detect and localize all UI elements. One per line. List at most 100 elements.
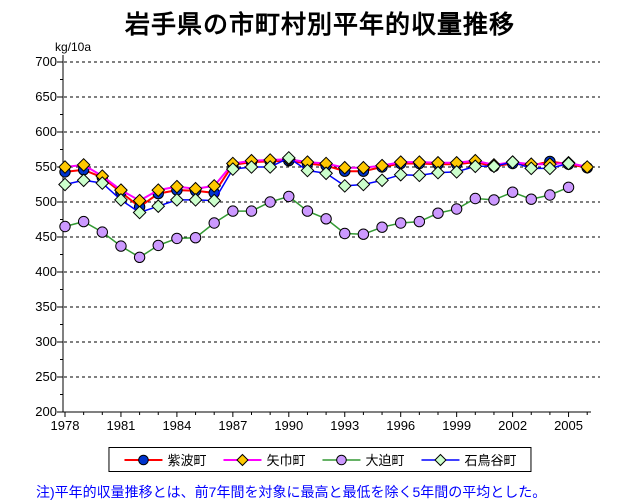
data-point-marker [132,205,147,220]
data-point-marker [264,196,276,208]
data-point-marker [281,150,296,165]
y-axis-unit-label: kg/10a [55,40,92,54]
legend-key-icon [322,454,361,465]
x-tick-label: 2005 [554,418,583,433]
data-point-marker [544,189,556,201]
data-point-marker [337,178,352,193]
data-point-marker [357,228,370,240]
data-point-marker [225,162,240,177]
x-tick-label: 1981 [106,418,135,433]
x-tick-label: 1993 [330,418,359,433]
data-point-marker [96,226,109,238]
data-point-marker [114,192,128,207]
data-point-marker [301,205,314,217]
data-point-marker [208,217,220,229]
data-point-marker [58,160,72,174]
data-point-marker [115,240,127,252]
y-tick-label: 500 [35,194,57,209]
data-point-marker [263,160,278,174]
data-point-marker [375,158,389,173]
data-point-marker [245,205,258,217]
data-point-marker [77,215,90,228]
data-point-marker [59,220,71,233]
data-point-marker [375,173,389,188]
data-point-marker [505,155,520,170]
y-tick-label: 300 [35,334,57,349]
y-tick-label: 350 [35,299,57,314]
series-line-2 [64,186,569,259]
x-tick-label: 1990 [274,418,303,433]
data-point-marker [356,160,371,175]
legend: 紫波町 矢巾町 大迫町 石鳥谷町 [108,447,532,472]
series-line-3 [64,157,569,214]
legend-item-0: 紫波町 [123,450,206,469]
data-point-marker [207,193,222,208]
data-point-marker [412,168,427,183]
data-point-marker [95,176,110,191]
data-point-marker [339,227,351,240]
x-tick-label: 1987 [218,418,247,433]
legend-item-3: 石鳥谷町 [421,450,517,469]
data-point-marker [337,160,352,175]
data-point-marker [431,165,445,180]
data-point-marker [449,164,464,179]
data-point-marker [171,232,183,245]
data-point-marker [151,199,166,214]
data-point-marker [189,232,202,244]
data-point-marker [413,215,426,228]
data-point-marker [188,192,203,207]
y-tick-label: 600 [35,124,57,139]
y-tick-label: 550 [35,159,57,174]
data-point-marker [506,186,519,198]
x-tick-label: 1999 [442,418,471,433]
footnote: 注)平年的収量推移とは、前7年間を対象に最高と最低を除く5年間の平均とした。 [36,484,547,500]
data-point-marker [395,217,407,229]
legend-marker [236,453,249,466]
legend-marker [434,453,447,466]
data-point-marker [244,160,259,174]
legend-key-icon [421,453,460,466]
data-point-marker [562,181,575,194]
y-tick-label: 250 [35,369,57,384]
data-point-marker [432,207,444,219]
data-point-marker [580,160,595,174]
data-point-marker [283,190,295,203]
legend-label: 大迫町 [365,453,405,468]
x-tick-label: 2002 [498,418,527,433]
legend-marker [138,454,149,465]
y-tick-label: 400 [35,264,57,279]
x-tick-label: 1996 [386,418,415,433]
x-tick-label: 1978 [51,418,80,433]
data-point-marker [487,159,501,174]
data-point-marker [488,194,500,206]
data-point-marker [376,221,388,233]
data-point-marker [450,203,463,215]
data-point-marker [469,192,481,205]
legend-label: 紫波町 [167,453,207,468]
data-point-marker [525,193,537,205]
data-point-marker [356,177,371,192]
data-point-marker [76,157,91,172]
data-point-marker [300,163,315,178]
data-point-marker [169,192,184,207]
data-point-marker [412,155,427,170]
data-point-marker [207,178,222,193]
legend-label: 矢巾町 [266,453,306,468]
y-tick-label: 200 [35,404,57,419]
data-point-marker [58,177,72,192]
y-tick-label: 450 [35,229,57,244]
data-point-marker [393,167,408,182]
legend-label: 石鳥谷町 [464,453,517,468]
legend-key-icon [223,453,262,466]
data-point-marker [320,213,332,225]
data-point-marker [319,166,334,181]
line-chart-canvas: 200 250 300 350 400 450 500 550 600 650 700 1978 198… [35,54,600,433]
data-point-marker [151,183,166,198]
legend-item-2: 大迫町 [322,450,405,469]
data-point-marker [524,161,539,176]
y-tick-label: 700 [35,54,57,69]
data-point-marker [169,179,184,194]
page-title: 岩手県の市町村別平年的収量推移 [124,11,515,39]
data-point-marker [468,159,483,174]
legend-item-1: 矢巾町 [222,450,306,469]
